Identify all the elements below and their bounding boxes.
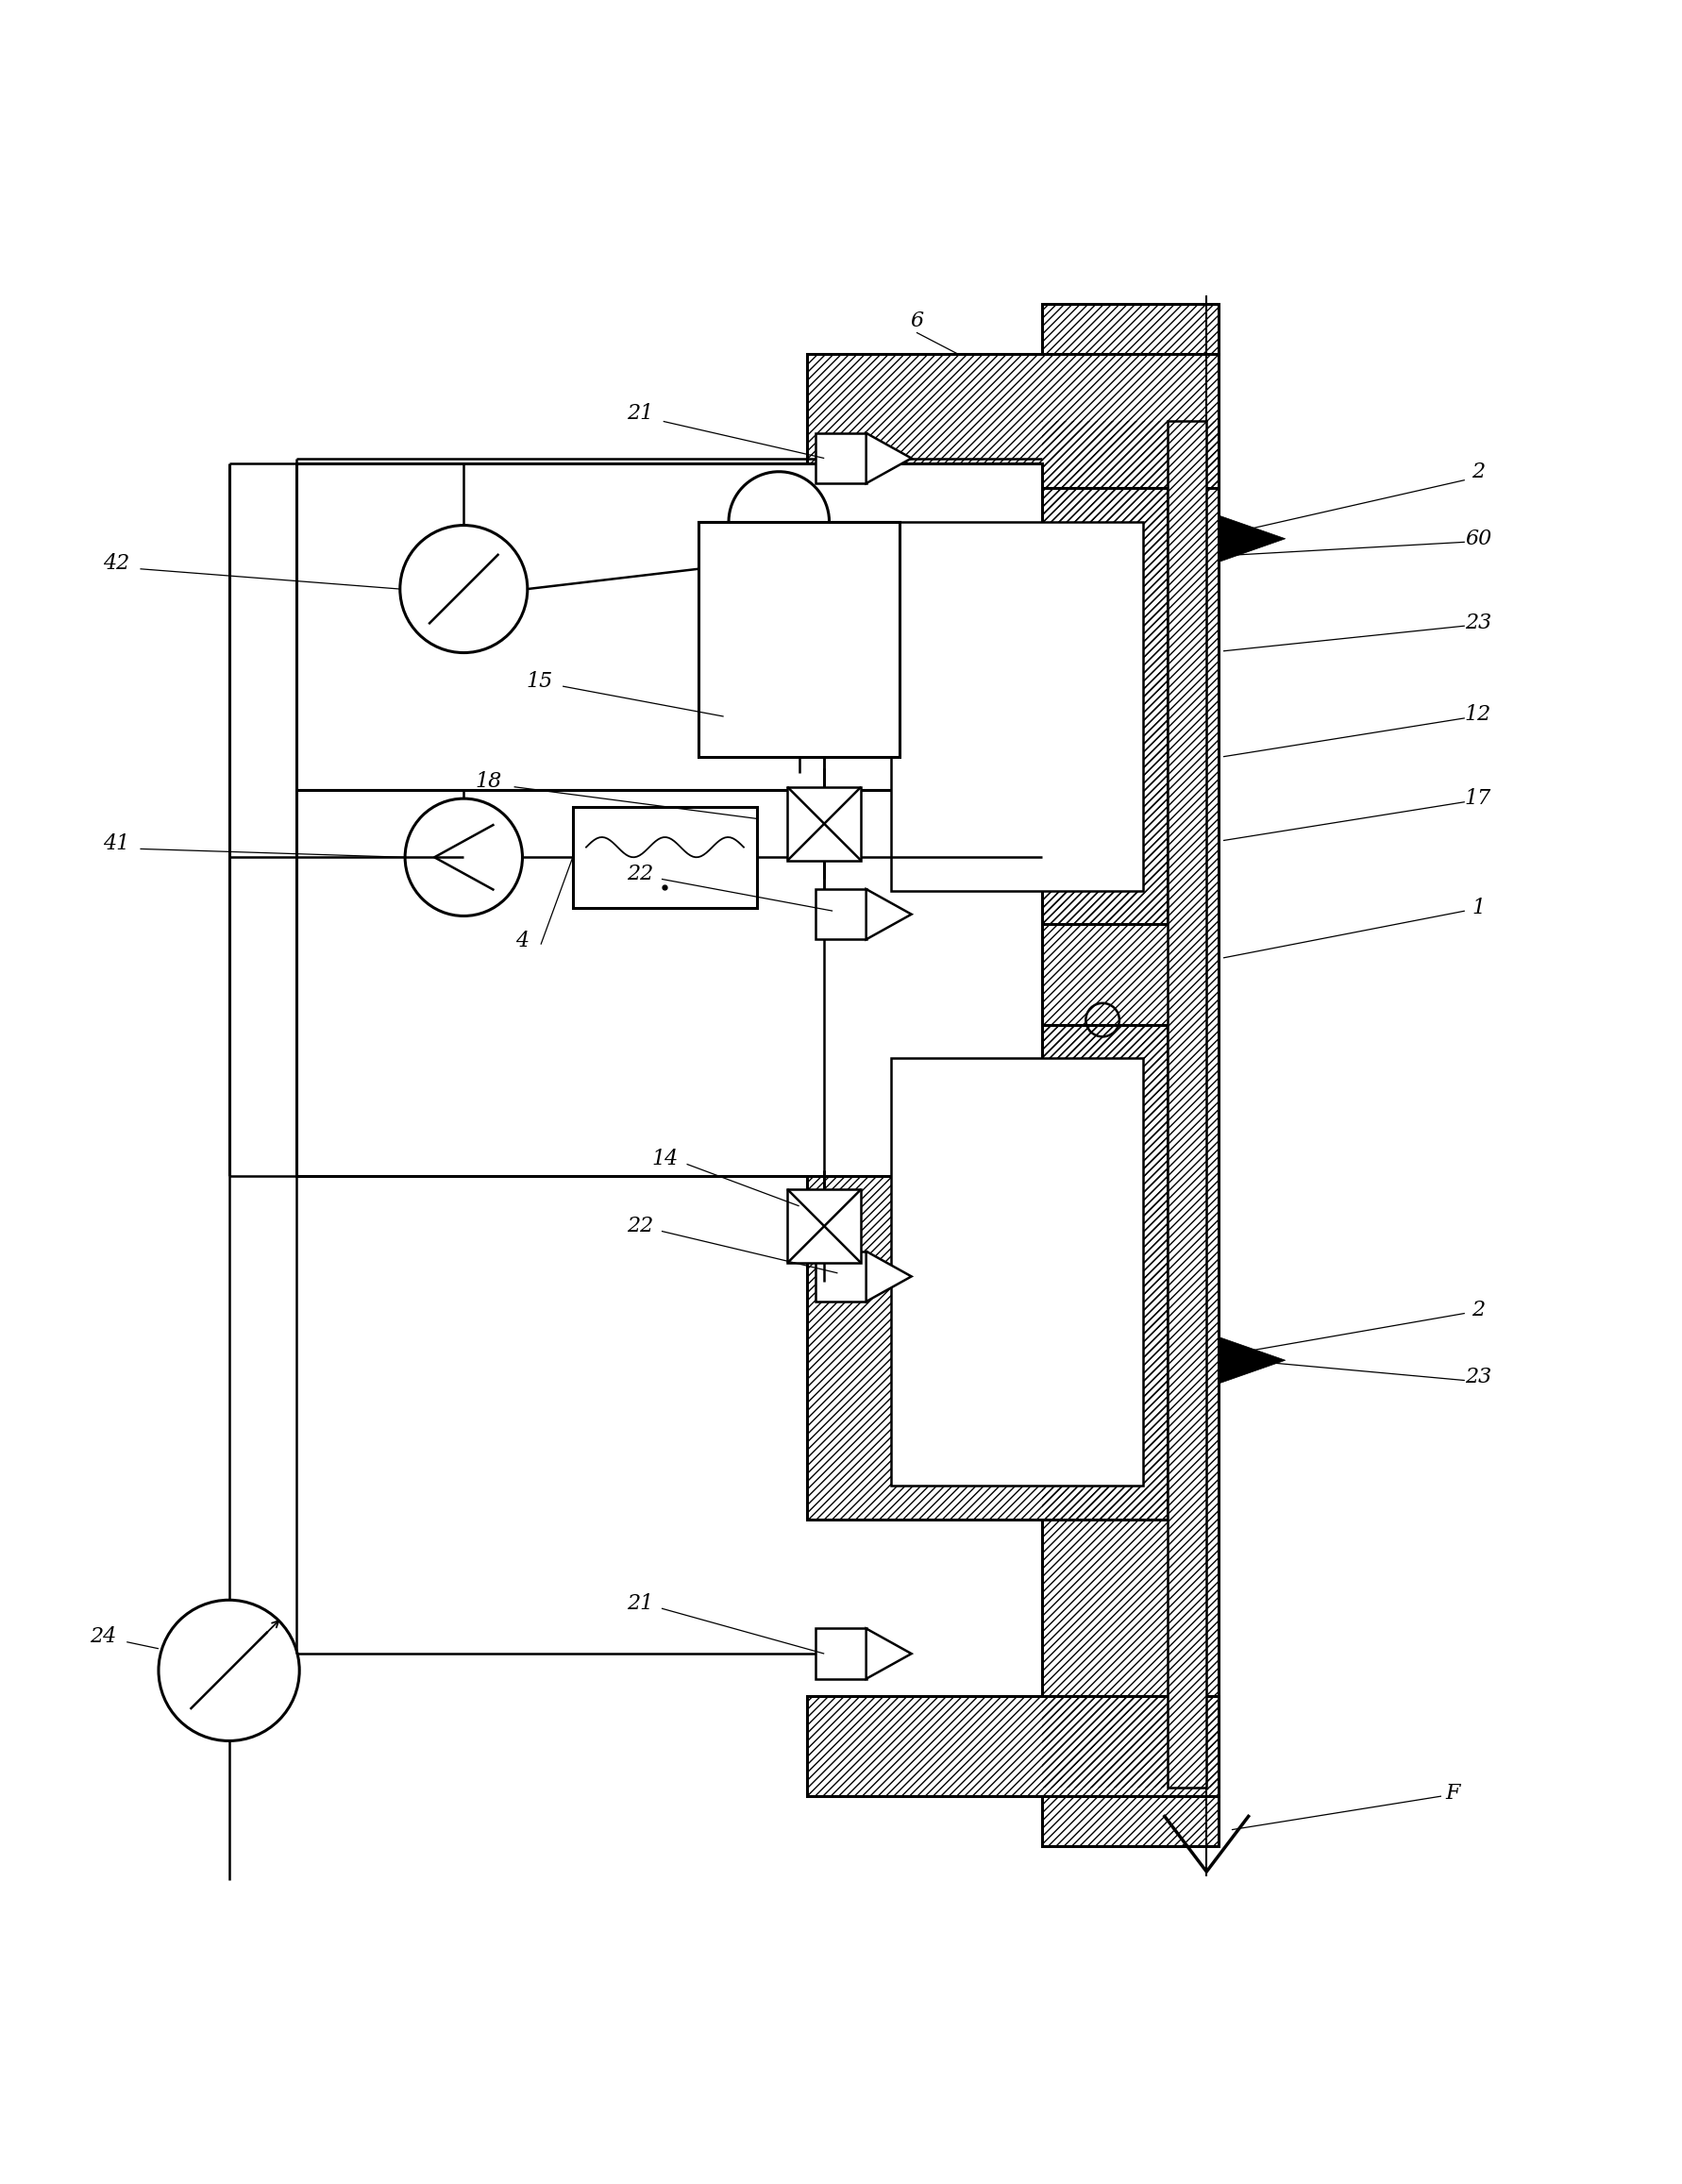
Text: 2: 2 bbox=[1472, 461, 1485, 483]
Bar bbox=[296, 791, 1043, 1175]
Text: 17: 17 bbox=[1465, 788, 1492, 808]
Bar bbox=[891, 522, 1142, 891]
Bar bbox=[1167, 422, 1206, 1789]
Text: 14: 14 bbox=[651, 1149, 678, 1168]
Bar bbox=[1043, 304, 1218, 354]
Text: 6: 6 bbox=[910, 310, 923, 332]
Bar bbox=[1043, 422, 1218, 1789]
Bar bbox=[816, 1629, 866, 1679]
Text: 23: 23 bbox=[1465, 612, 1492, 633]
Bar bbox=[698, 522, 900, 756]
Text: 21: 21 bbox=[626, 1592, 653, 1614]
Text: 23: 23 bbox=[1465, 1367, 1492, 1387]
Polygon shape bbox=[1218, 1337, 1285, 1385]
Text: 15: 15 bbox=[526, 670, 552, 692]
Bar bbox=[816, 1251, 866, 1302]
Bar bbox=[787, 1190, 861, 1262]
Text: 21: 21 bbox=[626, 402, 653, 424]
Text: 12: 12 bbox=[1465, 705, 1492, 725]
Text: 18: 18 bbox=[476, 771, 503, 793]
Text: 4: 4 bbox=[516, 930, 530, 952]
Bar bbox=[816, 889, 866, 939]
Bar bbox=[807, 1695, 1218, 1795]
Bar bbox=[1043, 1795, 1218, 1845]
Bar bbox=[816, 432, 866, 483]
Bar bbox=[807, 1024, 1167, 1520]
Bar bbox=[807, 354, 1218, 489]
Text: 41: 41 bbox=[103, 834, 130, 854]
Text: 2: 2 bbox=[1472, 1299, 1485, 1321]
Polygon shape bbox=[866, 889, 912, 939]
Text: 42: 42 bbox=[103, 553, 130, 574]
Bar bbox=[1043, 304, 1218, 354]
Text: 22: 22 bbox=[626, 863, 653, 885]
Bar bbox=[1167, 422, 1206, 1789]
Bar bbox=[807, 354, 1218, 489]
Text: 60: 60 bbox=[1465, 529, 1492, 548]
Bar bbox=[807, 489, 1167, 924]
Text: 24: 24 bbox=[89, 1627, 116, 1647]
Text: F: F bbox=[1447, 1782, 1460, 1804]
Text: 1: 1 bbox=[1472, 898, 1485, 917]
Bar bbox=[891, 1059, 1142, 1485]
Bar bbox=[296, 463, 1043, 791]
Polygon shape bbox=[1218, 515, 1285, 561]
Bar bbox=[1043, 422, 1218, 1789]
Bar bbox=[807, 1695, 1218, 1795]
Bar bbox=[807, 489, 1167, 924]
Bar bbox=[787, 786, 861, 860]
Text: 22: 22 bbox=[626, 1216, 653, 1236]
Polygon shape bbox=[866, 432, 912, 483]
Bar bbox=[572, 806, 757, 909]
Bar bbox=[807, 1024, 1167, 1520]
Polygon shape bbox=[866, 1251, 912, 1302]
Polygon shape bbox=[866, 1629, 912, 1679]
Bar bbox=[1043, 1795, 1218, 1845]
